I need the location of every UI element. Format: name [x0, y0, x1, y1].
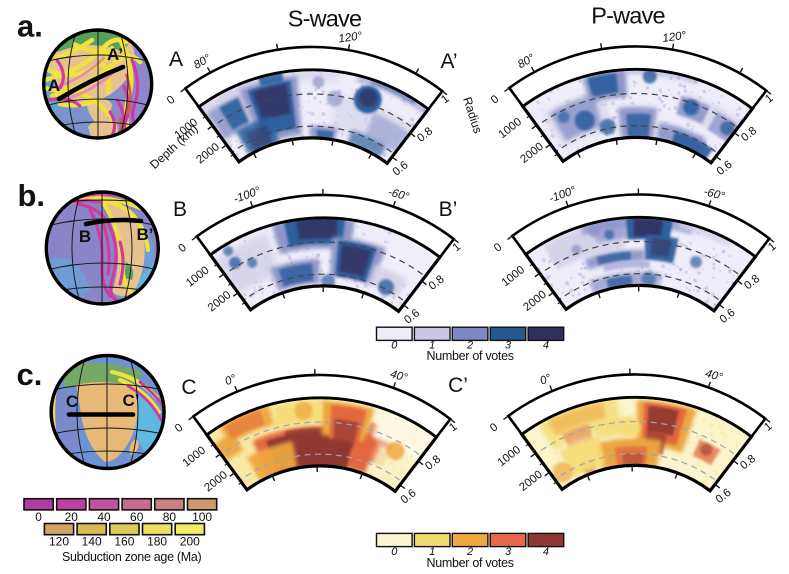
svg-text:-60°: -60°: [387, 186, 411, 203]
svg-text:1: 1: [429, 546, 435, 558]
svg-text:4: 4: [543, 546, 549, 558]
svg-text:140: 140: [82, 535, 102, 549]
svg-text:Number of votes: Number of votes: [426, 556, 513, 570]
svg-text:B’: B’: [439, 198, 458, 221]
svg-text:Subduction zone age (Ma): Subduction zone age (Ma): [62, 550, 202, 564]
svg-text:B: B: [173, 198, 187, 221]
svg-text:0°: 0°: [223, 373, 238, 388]
svg-text:P-wave: P-wave: [591, 3, 665, 29]
svg-text:120°: 120°: [662, 30, 688, 45]
svg-text:c.: c.: [17, 357, 43, 392]
svg-text:0: 0: [391, 546, 398, 558]
svg-text:1: 1: [429, 340, 435, 352]
svg-text:C’: C’: [448, 374, 468, 397]
svg-text:0: 0: [35, 510, 42, 524]
svg-text:100: 100: [192, 510, 212, 524]
svg-text:-60°: -60°: [702, 186, 726, 203]
svg-text:B: B: [79, 227, 91, 246]
svg-text:2: 2: [466, 546, 473, 558]
svg-text:C: C: [181, 376, 196, 399]
svg-text:a.: a.: [17, 9, 43, 44]
svg-text:C’: C’: [123, 391, 140, 410]
svg-text:3: 3: [505, 340, 512, 352]
svg-text:4: 4: [543, 340, 549, 352]
svg-text:A: A: [169, 48, 183, 71]
svg-text:160: 160: [114, 535, 134, 549]
svg-text:Number of votes: Number of votes: [426, 349, 513, 363]
svg-text:A’: A’: [440, 50, 457, 73]
svg-text:40: 40: [97, 510, 111, 524]
svg-text:180: 180: [147, 535, 167, 549]
svg-text:A: A: [48, 76, 60, 95]
svg-text:120°: 120°: [338, 30, 364, 45]
svg-text:S-wave: S-wave: [288, 6, 362, 32]
svg-text:60: 60: [130, 510, 144, 524]
svg-text:b.: b.: [18, 178, 46, 213]
svg-text:40°: 40°: [389, 368, 409, 384]
svg-text:40°: 40°: [704, 368, 724, 384]
svg-text:200: 200: [180, 535, 200, 549]
svg-text:A’: A’: [107, 45, 123, 64]
svg-text:80: 80: [163, 510, 177, 524]
svg-text:120: 120: [49, 535, 69, 549]
svg-text:2: 2: [466, 340, 473, 352]
svg-text:3: 3: [505, 546, 512, 558]
svg-text:0: 0: [391, 340, 398, 352]
svg-text:0°: 0°: [538, 372, 553, 387]
svg-text:20: 20: [65, 510, 79, 524]
svg-text:C: C: [66, 392, 78, 411]
svg-text:B’: B’: [137, 225, 154, 244]
